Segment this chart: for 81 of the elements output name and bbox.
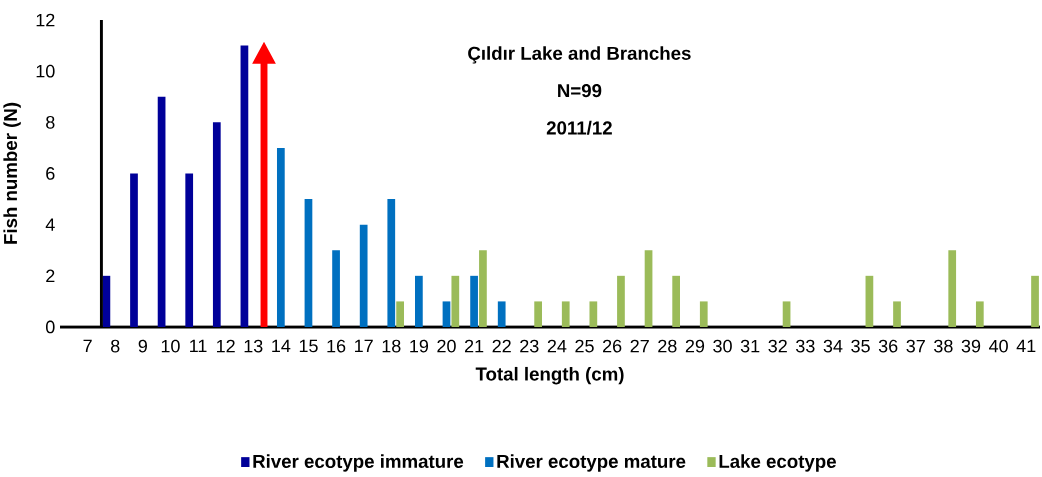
- x-tick-label: 35: [851, 339, 870, 353]
- bar: [212, 122, 221, 327]
- bar: [470, 275, 478, 327]
- bar: [240, 45, 249, 327]
- bar: [617, 275, 625, 327]
- x-tick-label: 19: [410, 339, 429, 353]
- bar: [1031, 275, 1039, 327]
- y-tick-label: 4: [45, 218, 55, 231]
- x-tick-label: 20: [437, 339, 456, 353]
- x-tick-label: 9: [138, 339, 147, 353]
- x-tick-label: 12: [217, 339, 235, 353]
- x-tick-label: 30: [713, 339, 732, 353]
- x-tick-label: 8: [110, 339, 120, 353]
- x-tick-label: 13: [244, 339, 263, 353]
- x-tick-label: 41: [1016, 339, 1036, 353]
- bar: [479, 250, 487, 327]
- x-tick-label: 24: [547, 339, 567, 353]
- bar: [948, 250, 957, 327]
- x-tick-label: 33: [796, 339, 815, 353]
- bar: [561, 301, 570, 327]
- x-tick-label: 18: [382, 339, 401, 353]
- bar: [304, 199, 313, 327]
- x-tick-label: 15: [299, 339, 318, 353]
- x-tick-label: 29: [685, 339, 705, 353]
- annotation: 2011/12: [546, 120, 612, 135]
- x-tick-label: 27: [630, 339, 649, 353]
- bar: [396, 301, 404, 327]
- x-tick-label: 11: [190, 339, 207, 353]
- y-tick-label: 8: [46, 115, 55, 129]
- bar: [975, 301, 984, 327]
- bar: [185, 173, 194, 327]
- bar: [865, 275, 874, 327]
- x-tick-label: 7: [83, 339, 92, 353]
- bar: [672, 275, 681, 327]
- bar: [589, 301, 598, 327]
- x-tick-label: 16: [327, 339, 346, 353]
- legend-label: Lake ecotype: [719, 454, 836, 472]
- x-tick-label: 10: [161, 339, 180, 353]
- bar: [699, 301, 708, 327]
- x-tick-label: 17: [355, 339, 373, 353]
- bar: [276, 147, 285, 327]
- x-tick-label: 31: [740, 339, 760, 353]
- bar: [442, 301, 451, 327]
- bar: [893, 301, 901, 327]
- bar: [359, 224, 368, 327]
- text: Çıldır Lake and Branches: [468, 46, 691, 64]
- bar: [130, 173, 138, 327]
- y-axis-title: Fish number (N): [3, 102, 21, 244]
- bar: [102, 275, 111, 327]
- bar: [387, 199, 396, 327]
- x-tick-label: 39: [961, 339, 981, 353]
- x-tick-label: 37: [906, 339, 925, 353]
- x-tick-label: 23: [520, 339, 539, 353]
- y-tick-label: 2: [46, 269, 55, 283]
- bar: [451, 275, 460, 327]
- x-tick-label: 14: [272, 339, 291, 353]
- bar: [332, 250, 340, 327]
- x-tick-label: 26: [603, 339, 622, 353]
- x-tick-label: 40: [989, 339, 1008, 353]
- y-tick-label: 10: [36, 64, 55, 78]
- bar: [157, 96, 166, 327]
- x-tick-label: 22: [492, 339, 511, 353]
- legend-label: River ecotype immature: [253, 454, 464, 472]
- bar: [497, 301, 506, 327]
- y-tick-label: 0: [46, 320, 55, 334]
- x-axis-title: Total length (cm): [475, 366, 624, 385]
- x-tick-label: 34: [823, 339, 843, 353]
- bar: [415, 275, 423, 327]
- bar: [644, 250, 653, 327]
- x-tick-label: 21: [464, 339, 484, 353]
- x-tick-label: 38: [934, 339, 953, 353]
- bar: [782, 301, 791, 327]
- x-tick-label: 28: [658, 339, 677, 353]
- y-tick-label: 12: [36, 13, 55, 27]
- x-tick-label: 25: [575, 339, 594, 353]
- text: N=99: [558, 84, 602, 98]
- x-tick-label: 36: [878, 339, 898, 353]
- bar: [534, 301, 542, 327]
- y-tick-label: 6: [46, 167, 55, 180]
- x-tick-label: 32: [768, 339, 787, 353]
- legend-label: River ecotype mature: [497, 454, 686, 472]
